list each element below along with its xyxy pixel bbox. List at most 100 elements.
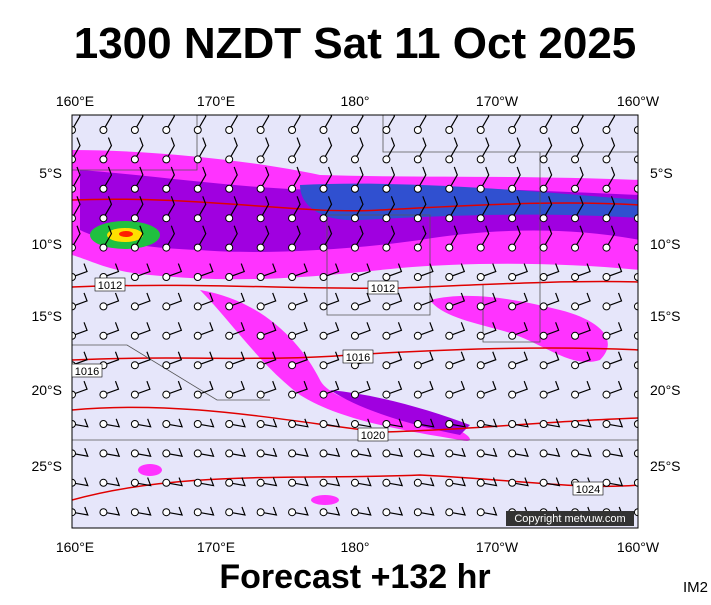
barb [134, 506, 152, 516]
barb [480, 137, 490, 160]
station [539, 478, 548, 487]
station [193, 361, 202, 370]
station [319, 390, 328, 399]
barb [606, 263, 623, 278]
station [382, 361, 391, 370]
barb [103, 322, 120, 337]
barb [72, 506, 89, 516]
station [413, 243, 422, 252]
station [99, 155, 108, 164]
station [413, 184, 422, 193]
barb [637, 335, 638, 337]
station [413, 420, 422, 428]
station [72, 390, 76, 399]
barb [72, 380, 88, 396]
barb [449, 477, 466, 487]
barb [417, 166, 427, 190]
station [508, 155, 517, 164]
station [288, 390, 297, 399]
barb [574, 137, 584, 160]
barb [197, 225, 207, 248]
barb [197, 351, 214, 366]
station [225, 390, 234, 399]
barb [480, 380, 497, 396]
barb [605, 115, 616, 131]
barb [543, 263, 560, 278]
barb [606, 351, 623, 366]
barb [166, 322, 183, 337]
station [382, 390, 391, 399]
barb [103, 263, 120, 278]
footer: Forecast +132 hr [219, 558, 490, 596]
barb [543, 137, 553, 160]
barb [228, 166, 238, 190]
station [225, 243, 234, 252]
barb [291, 115, 301, 131]
barb [574, 418, 592, 428]
lon-labels-bottom: 160°E 170°E 180° 170°W 160°W [56, 539, 660, 555]
lon-label: 180° [341, 93, 370, 109]
barb [543, 292, 560, 307]
barb [166, 380, 183, 396]
station [99, 302, 108, 311]
map-area [72, 115, 638, 528]
barb [385, 137, 396, 160]
barb [480, 166, 490, 190]
station [288, 302, 297, 311]
station [162, 390, 171, 399]
barb [511, 137, 521, 160]
lon-label: 160°E [56, 93, 94, 109]
station [445, 184, 454, 193]
barb [637, 187, 638, 189]
station [539, 126, 548, 134]
barb [606, 477, 624, 487]
barb [228, 115, 238, 131]
barb [543, 447, 561, 457]
barb [449, 506, 466, 516]
barb [102, 137, 113, 160]
barb [197, 166, 207, 190]
station [571, 361, 580, 370]
barb [134, 418, 152, 428]
barb [480, 263, 497, 278]
station [256, 390, 265, 399]
station [413, 390, 422, 399]
station [445, 273, 454, 281]
barb [260, 351, 277, 366]
barb [417, 115, 427, 131]
barb [260, 418, 278, 428]
station [288, 449, 297, 458]
lon-label: 170°E [197, 93, 235, 109]
barb [574, 196, 584, 219]
barb [291, 196, 301, 219]
barb [134, 115, 144, 131]
station [225, 478, 234, 487]
station [476, 155, 485, 164]
station [225, 126, 234, 134]
barb [260, 292, 277, 307]
station [319, 155, 328, 164]
station [256, 184, 265, 193]
station [571, 184, 580, 193]
station [288, 243, 297, 252]
station [193, 508, 202, 517]
barb [480, 418, 498, 428]
station [225, 302, 234, 311]
station [602, 184, 611, 193]
station [602, 243, 611, 252]
barb [72, 115, 81, 131]
barb [323, 477, 341, 487]
barb [606, 380, 623, 396]
station [382, 478, 391, 487]
station [193, 243, 202, 252]
barb [260, 506, 278, 516]
barb [197, 292, 214, 307]
barb [512, 477, 529, 487]
station [99, 420, 108, 428]
barb [354, 263, 371, 278]
station [571, 155, 580, 164]
station [382, 420, 391, 428]
station [602, 331, 611, 340]
station [288, 331, 297, 340]
